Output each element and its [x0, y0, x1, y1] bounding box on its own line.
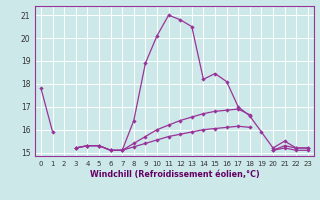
X-axis label: Windchill (Refroidissement éolien,°C): Windchill (Refroidissement éolien,°C) — [90, 170, 259, 179]
